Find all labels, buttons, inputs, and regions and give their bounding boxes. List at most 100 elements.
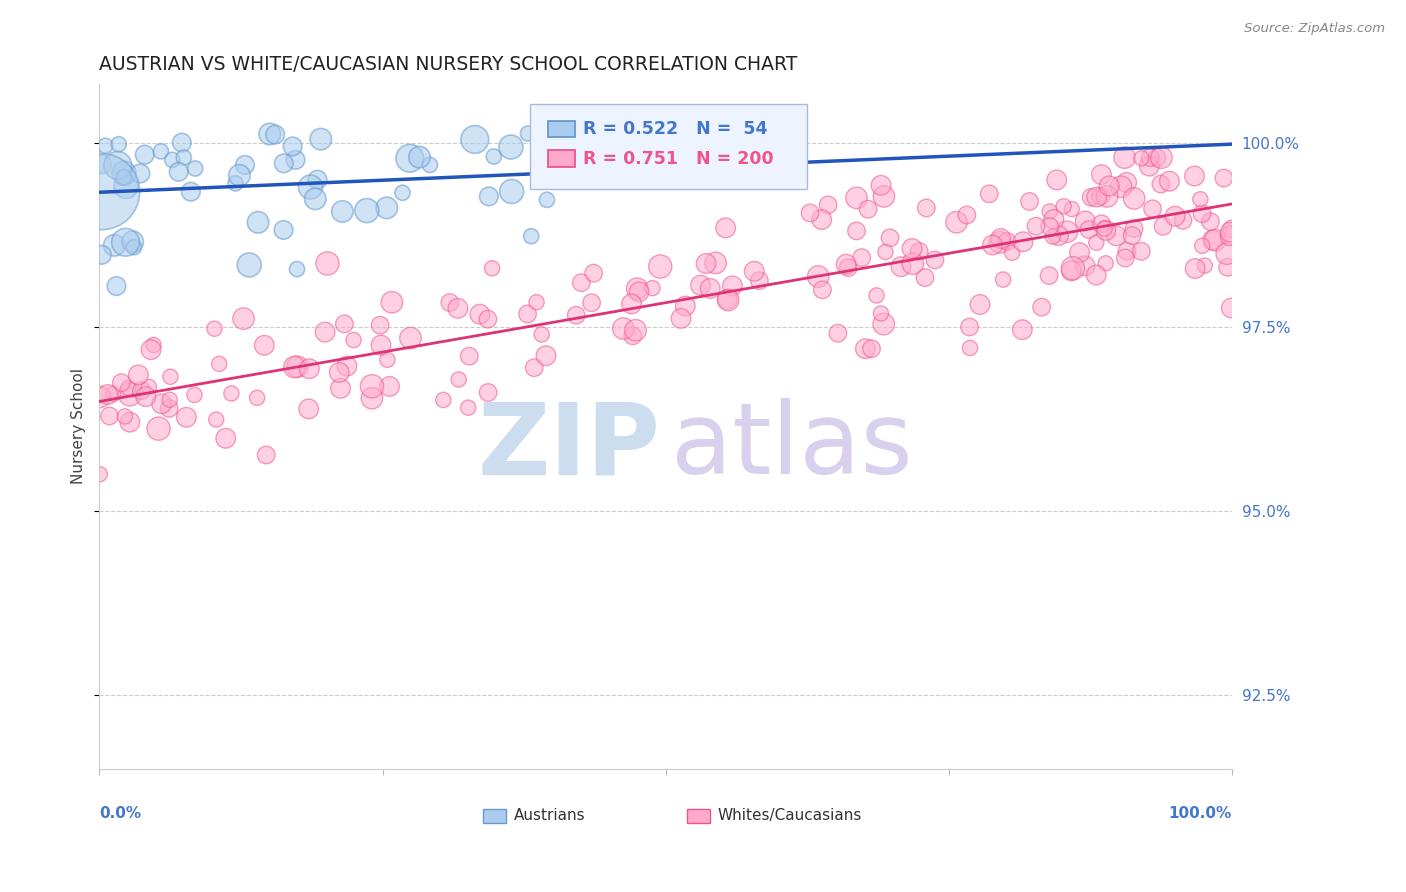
Point [536, 193, 558, 207]
Point [91, 157, 114, 171]
Point [1216, 260, 1239, 275]
Point [273, 223, 295, 237]
Point [699, 281, 721, 295]
Point [208, 357, 231, 371]
Text: 0.0%: 0.0% [100, 806, 142, 822]
Point [1123, 221, 1146, 235]
Point [375, 201, 398, 215]
Point [381, 295, 404, 310]
Point [1204, 233, 1226, 247]
Point [873, 189, 896, 203]
Point [1074, 214, 1097, 228]
Point [112, 166, 135, 180]
Point [159, 392, 181, 407]
Point [1146, 151, 1168, 165]
Point [246, 391, 269, 405]
Point [1094, 256, 1116, 270]
Y-axis label: Nursery School: Nursery School [72, 368, 86, 484]
Point [138, 380, 160, 394]
FancyBboxPatch shape [688, 809, 710, 822]
Point [107, 137, 129, 152]
Point [995, 235, 1018, 249]
Point [89, 390, 111, 404]
Point [101, 387, 124, 401]
Point [870, 178, 893, 193]
Point [170, 136, 193, 150]
Point [408, 150, 430, 164]
Point [481, 261, 503, 276]
Point [129, 166, 152, 180]
Point [439, 295, 461, 310]
Point [714, 220, 737, 235]
Point [238, 258, 260, 272]
Point [121, 235, 143, 249]
Point [1053, 199, 1076, 213]
Point [432, 392, 454, 407]
Point [673, 299, 696, 313]
Text: Austrians: Austrians [515, 808, 585, 823]
Point [1069, 245, 1091, 260]
Point [1038, 268, 1060, 283]
Point [1011, 323, 1033, 337]
Point [117, 381, 139, 395]
Point [1090, 189, 1112, 203]
Point [817, 198, 839, 212]
Point [215, 431, 238, 445]
FancyBboxPatch shape [548, 121, 575, 137]
Point [1164, 209, 1187, 223]
Point [915, 201, 938, 215]
Point [284, 153, 307, 167]
Point [1152, 219, 1174, 234]
Point [628, 285, 651, 299]
Point [184, 161, 207, 176]
Point [285, 359, 308, 374]
Point [959, 341, 981, 355]
Point [457, 401, 479, 415]
Point [329, 381, 352, 395]
Point [1047, 228, 1070, 243]
Point [851, 251, 873, 265]
Point [134, 147, 156, 161]
Point [468, 307, 491, 321]
Point [477, 312, 499, 326]
Point [810, 212, 832, 227]
Point [1078, 222, 1101, 236]
Point [1215, 246, 1237, 260]
Point [167, 165, 190, 179]
Point [530, 327, 553, 342]
Point [1046, 173, 1069, 187]
Text: R = 0.522   N =  54: R = 0.522 N = 54 [583, 120, 768, 138]
Point [309, 132, 332, 146]
Point [748, 274, 770, 288]
Point [523, 360, 546, 375]
Point [273, 156, 295, 170]
Point [517, 127, 540, 141]
Point [391, 186, 413, 200]
Point [1201, 233, 1223, 247]
Point [114, 235, 136, 250]
Point [307, 172, 329, 186]
Point [368, 318, 391, 333]
Point [499, 140, 522, 154]
Point [581, 295, 603, 310]
Point [94, 138, 117, 153]
Point [370, 338, 392, 352]
Point [959, 320, 981, 334]
Point [112, 170, 135, 185]
Point [1042, 229, 1064, 244]
Point [377, 352, 399, 367]
Point [1115, 176, 1137, 190]
Point [1109, 179, 1132, 194]
Point [232, 311, 254, 326]
Point [501, 185, 523, 199]
Point [398, 151, 420, 165]
Point [103, 238, 125, 252]
Point [105, 279, 128, 293]
Point [332, 204, 354, 219]
Point [298, 361, 321, 376]
Point [1025, 219, 1047, 234]
Point [225, 176, 247, 190]
Point [717, 293, 740, 307]
Point [447, 301, 470, 316]
Point [259, 127, 281, 141]
